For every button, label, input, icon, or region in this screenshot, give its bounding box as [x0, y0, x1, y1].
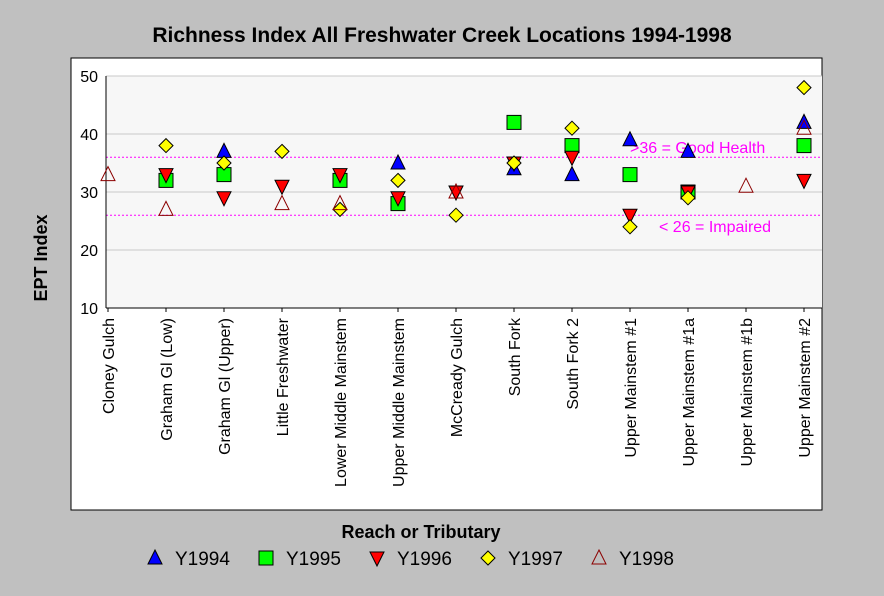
x-tick-label: South Fork 2 [565, 318, 582, 410]
data-point-y1996 [448, 185, 464, 202]
data-point-y1995 [506, 114, 522, 130]
reference-lines: >36 = Good Health < 26 = Impaired [106, 140, 822, 236]
data-point-y1996 [274, 179, 290, 196]
x-tick-label: McCready Gulch [449, 318, 466, 437]
data-point-y1996 [796, 173, 812, 190]
data-points [100, 79, 812, 235]
data-point-y1998 [158, 200, 174, 216]
chart-title: Richness Index All Freshwater Creek Loca… [152, 24, 732, 47]
legend-label: Y1996 [397, 549, 452, 570]
axes: 10 20 30 40 50 Cloney Gulch Graham Gl (Low) Gra… [80, 69, 822, 487]
data-point-y1996 [158, 168, 174, 184]
y-tick-label: 20 [80, 243, 98, 260]
data-point-y1996 [390, 191, 406, 207]
reference-label: >36 = Good Health [630, 140, 765, 157]
legend-label: Y1995 [286, 549, 341, 570]
x-tick-label: Upper Mainstem #1 [623, 318, 640, 458]
x-tick-label: Graham Gl (Upper) [217, 318, 234, 455]
legend-marker [147, 548, 163, 565]
legend-marker [591, 548, 607, 565]
x-tick-label: Graham Gl (Low) [159, 318, 176, 441]
data-point-y1998 [796, 119, 812, 135]
data-point-y1996 [332, 168, 348, 184]
data-point-y1998 [738, 177, 754, 193]
x-axis-title: Reach or Tributary [341, 522, 500, 542]
data-point-y1997 [390, 172, 406, 189]
legend-label: Y1997 [508, 549, 563, 570]
data-point-y1997 [274, 143, 290, 160]
x-tick-label: Cloney Gulch [101, 318, 118, 414]
data-point-y1998 [448, 182, 464, 199]
reference-label: < 26 = Impaired [659, 219, 771, 236]
data-point-y1996 [622, 208, 638, 225]
legend-marker [480, 550, 496, 566]
legend-marker [369, 551, 385, 568]
data-point-y1995 [796, 138, 812, 154]
y-axis-title: EPT Index [31, 214, 51, 301]
x-tick-label: Upper Middle Mainstem [391, 318, 408, 487]
data-point-y1997 [622, 219, 638, 235]
y-tick-label: 30 [80, 185, 98, 202]
legend-label: Y1998 [619, 549, 674, 570]
data-point-y1994 [680, 142, 696, 158]
data-point-y1997 [564, 120, 580, 136]
data-point-y1995 [564, 138, 580, 154]
data-point-y1994 [622, 130, 638, 147]
x-tick-label: South Fork [507, 317, 524, 396]
data-point-y1994 [796, 113, 812, 129]
x-tick-label: Upper Mainstem #1b [739, 318, 756, 467]
legend-marker [258, 550, 274, 566]
data-point-y1997 [680, 190, 696, 206]
data-point-y1997 [796, 79, 812, 96]
legend-label: Y1994 [175, 549, 230, 570]
data-point-y1996 [216, 191, 232, 207]
data-point-y1998 [100, 165, 116, 182]
data-point-y1998 [274, 194, 290, 211]
data-point-y1994 [564, 165, 580, 182]
x-tick-label: Upper Mainstem #2 [797, 318, 814, 458]
data-point-y1996 [564, 150, 580, 167]
y-tick-label: 40 [80, 127, 98, 144]
x-tick-label: Little Freshwater [275, 317, 292, 436]
data-point-y1997 [216, 155, 232, 171]
data-point-y1997 [506, 155, 522, 171]
x-tick-label: Upper Mainstem #1a [681, 318, 698, 467]
data-point-y1995 [622, 167, 638, 183]
data-point-y1998 [332, 194, 348, 211]
x-tick-label: Lower Middle Mainstem [333, 318, 350, 487]
y-tick-label: 50 [80, 69, 98, 86]
data-point-y1994 [390, 153, 406, 170]
data-point-y1997 [448, 207, 464, 223]
legend: Y1994 Y1995 Y1996 Y1997 Y1998 [147, 548, 674, 570]
y-tick-label: 10 [80, 301, 98, 318]
data-point-y1997 [158, 137, 174, 154]
